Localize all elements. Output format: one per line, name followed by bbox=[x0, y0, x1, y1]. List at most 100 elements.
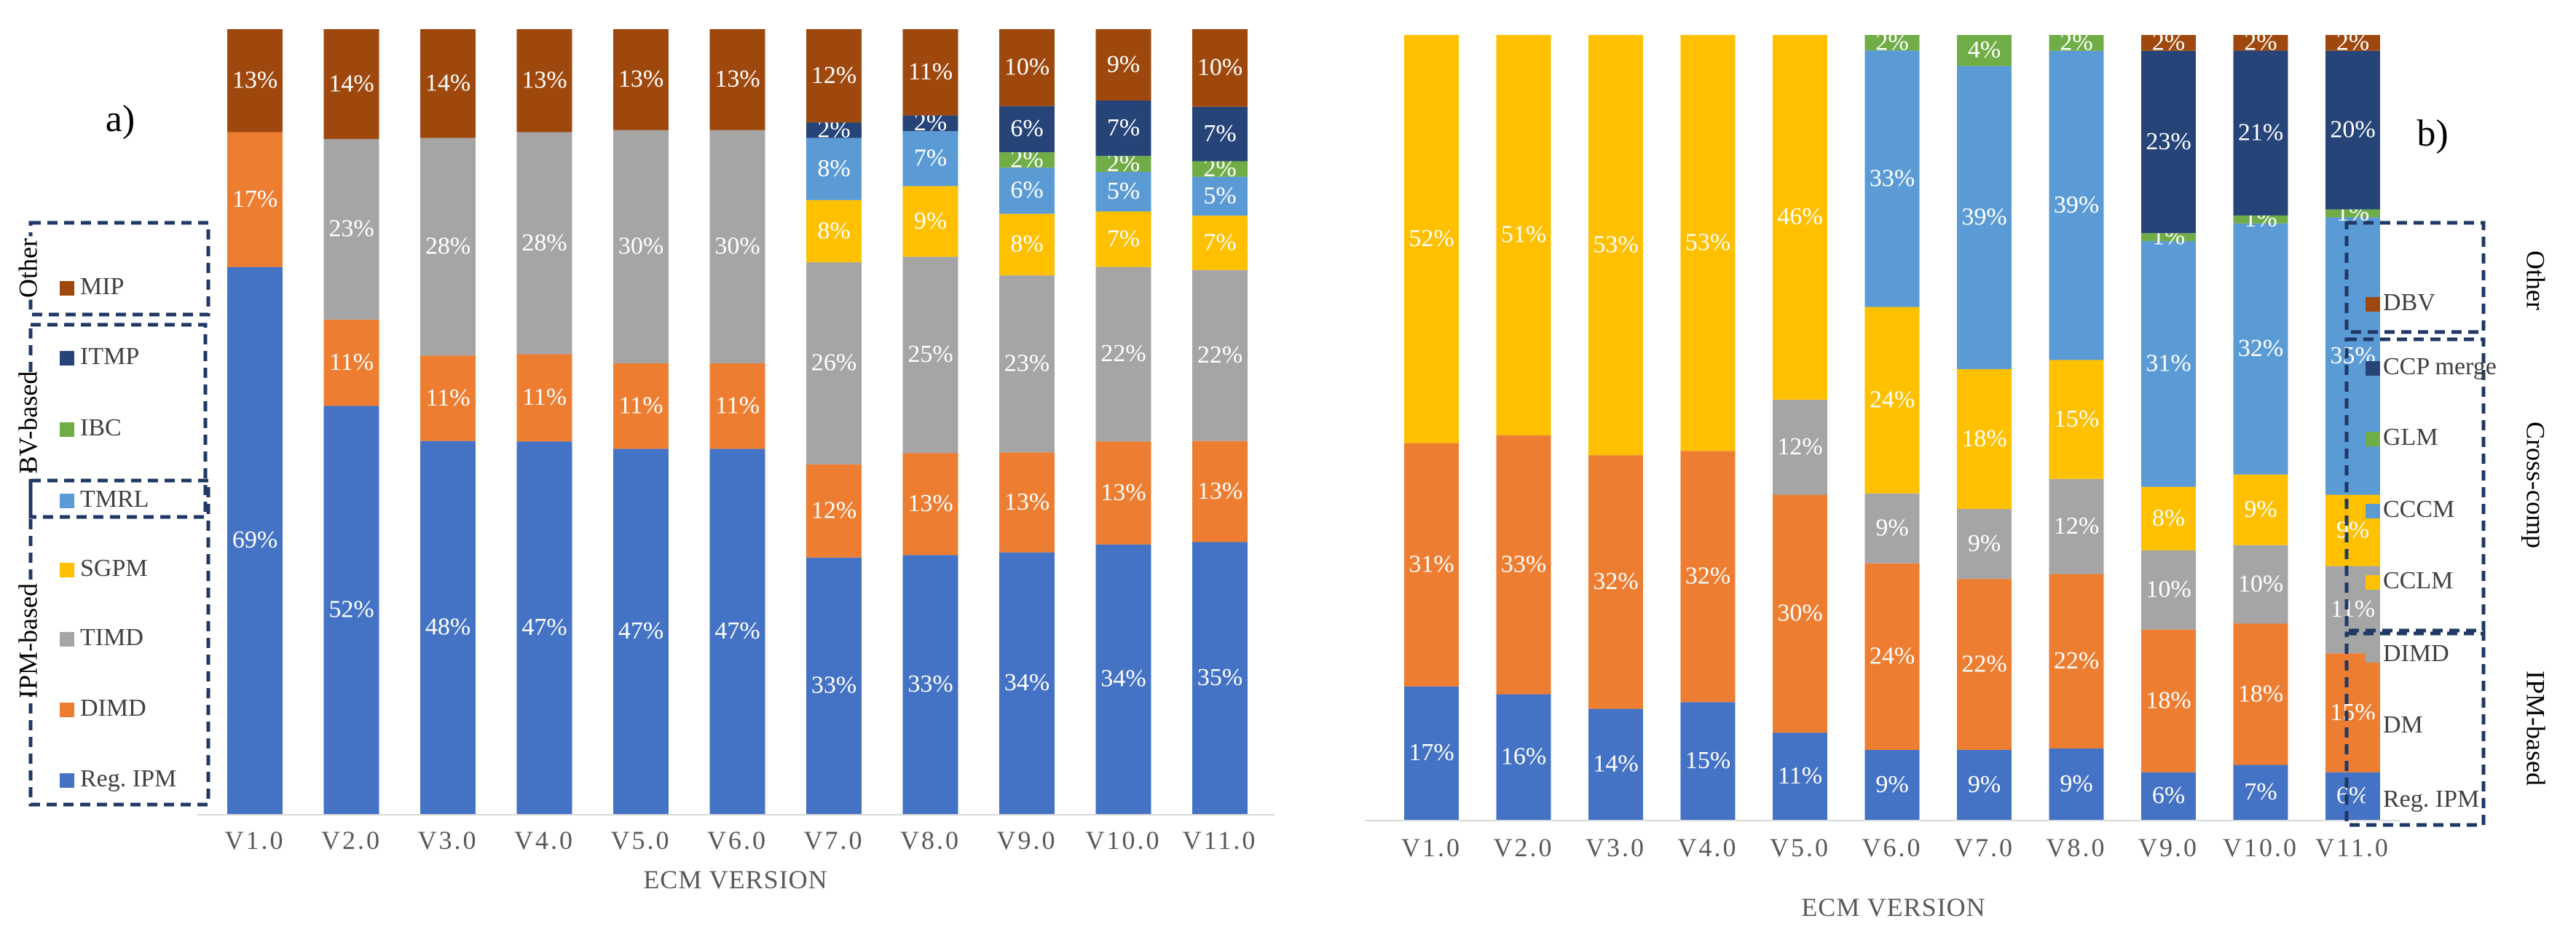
data-label-dm-v7-0: 22% bbox=[1961, 650, 2006, 677]
data-label-cclm-v2-0: 51% bbox=[1501, 221, 1546, 248]
tick-label-v7-0: V7.0 bbox=[1954, 833, 2014, 862]
legend-swatch-ibc bbox=[60, 422, 74, 437]
x-axis-title: ECM VERSION bbox=[643, 865, 827, 894]
bar-segment-cccm-v10-0 bbox=[2233, 223, 2288, 475]
data-label-mip-v11-0: 10% bbox=[1197, 54, 1242, 81]
bar-segment-dimd-v5-0 bbox=[1773, 399, 1827, 495]
data-label-dimd-v1-0: 17% bbox=[232, 186, 277, 213]
tick-label-v3-0: V3.0 bbox=[1586, 833, 1646, 862]
tick-label-v8-0: V8.0 bbox=[2047, 833, 2107, 862]
bar-segment-dimd-v5-0 bbox=[613, 363, 669, 449]
data-label-reg-ipm-v6-0: 47% bbox=[714, 617, 760, 644]
bar-segment-timd-v4-0 bbox=[516, 132, 572, 355]
legend-group-label-ipm-based: IPM-based bbox=[2521, 671, 2551, 786]
data-label-reg-ipm-v7-0: 33% bbox=[811, 672, 856, 699]
legend-swatch-glm bbox=[2366, 432, 2380, 446]
legend: Reg. IPM DIMD TIMD SGPM TMRL IBC ITMP MIP Other B… bbox=[13, 221, 210, 807]
bar-segment-cclm-v5-0 bbox=[1773, 35, 1827, 400]
data-label-timd-v11-0: 22% bbox=[1197, 341, 1242, 368]
bar-segment-glm-v9-0 bbox=[2141, 233, 2196, 242]
bar-segment-cclm-v2-0 bbox=[1496, 35, 1551, 435]
bar-segment-dimd-v4-0 bbox=[516, 354, 572, 442]
bar-segment-cclm-v1-0 bbox=[1404, 35, 1459, 443]
data-label-reg-ipm-v10-0: 34% bbox=[1100, 665, 1146, 692]
bar-segment-itmp-v7-0 bbox=[806, 122, 862, 138]
bar-segment-mip-v6-0 bbox=[709, 29, 765, 130]
bar-segment-itmp-v8-0 bbox=[902, 115, 958, 132]
chart-b: 17% 31% 52% V1.0 16% 33% 51% V2.0 14% 32% 53% V3.0 1… bbox=[1366, 28, 2551, 922]
data-label-dimd-v9-0: 10% bbox=[2146, 576, 2191, 603]
data-label-dimd-v5-0: 11% bbox=[618, 392, 663, 419]
legend-swatch-dimd bbox=[60, 703, 74, 717]
data-label-glm-v6-0: 2% bbox=[1875, 28, 1908, 55]
bar-segment-sgpm-v7-0 bbox=[806, 200, 862, 263]
bar-segment-reg-ipm-v3-0 bbox=[420, 441, 476, 814]
bar-segment-tmrl-v7-0 bbox=[806, 138, 862, 200]
data-label-tmrl-v9-0: 6% bbox=[1010, 177, 1043, 204]
legend-group-label-bg-ipm-based bbox=[2517, 674, 2549, 782]
data-label-dimd-v11-0: 13% bbox=[1197, 478, 1242, 505]
data-label-dimd-v3-0: 11% bbox=[425, 384, 470, 411]
bar-segment-cclm-v9-0 bbox=[2141, 486, 2196, 550]
bar-segment-ccp-merge-v11-0 bbox=[2325, 50, 2380, 210]
data-label-dbv-v10-0: 2% bbox=[2244, 29, 2277, 56]
tick-label-v3-0: V3.0 bbox=[418, 826, 478, 855]
data-label-reg-ipm-v6-0: 9% bbox=[1875, 771, 1908, 798]
bar-segment-dm-v3-0 bbox=[1588, 455, 1643, 709]
bar-segment-dm-v2-0 bbox=[1496, 435, 1551, 695]
data-label-reg-ipm-v1-0: 17% bbox=[1409, 739, 1454, 766]
data-label-timd-v7-0: 26% bbox=[811, 349, 856, 376]
bar-segment-dimd-v7-0 bbox=[806, 464, 862, 558]
data-label-dimd-v10-0: 10% bbox=[2238, 570, 2283, 597]
legend-swatch-sgpm bbox=[60, 563, 74, 577]
data-label-dimd-v7-0: 9% bbox=[1968, 530, 2001, 557]
legend-group-label-cross-comp: Cross-comp bbox=[2521, 422, 2551, 548]
data-label-mip-v3-0: 14% bbox=[425, 70, 470, 97]
legend-swatch-dimd bbox=[2366, 648, 2380, 663]
bar-segment-reg-ipm-v10-0 bbox=[2233, 765, 2288, 820]
bar-segment-reg-ipm-v2-0 bbox=[1496, 694, 1551, 820]
tick-label-v11-0: V11.0 bbox=[1183, 826, 1258, 855]
data-label-reg-ipm-v4-0: 15% bbox=[1685, 747, 1730, 774]
data-label-reg-ipm-v5-0: 11% bbox=[1778, 762, 1822, 789]
data-label-cclm-v11-0: 9% bbox=[2336, 516, 2369, 543]
legend-swatch-cccm bbox=[2366, 504, 2380, 518]
data-label-reg-ipm-v2-0: 52% bbox=[328, 596, 374, 623]
bar-segment-glm-v8-0 bbox=[2049, 35, 2104, 51]
bar-segment-dimd-v7-0 bbox=[1957, 509, 2012, 580]
bar-segment-timd-v9-0 bbox=[999, 275, 1055, 453]
data-label-sgpm-v9-0: 8% bbox=[1010, 231, 1043, 258]
bar-segment-dm-v10-0 bbox=[2233, 623, 2288, 765]
bar-segment-reg-ipm-v8-0 bbox=[902, 555, 958, 814]
bar-segment-dimd-v8-0 bbox=[902, 453, 958, 556]
bar-segment-dm-v4-0 bbox=[1680, 451, 1736, 703]
data-label-reg-ipm-v1-0: 69% bbox=[232, 526, 277, 553]
data-label-dm-v8-0: 22% bbox=[2054, 647, 2099, 674]
data-label-itmp-v9-0: 6% bbox=[1010, 115, 1043, 142]
legend: Reg. IPM DM DIMD CCLM CCCM GLM CCP merge DBV Oth… bbox=[2344, 221, 2551, 827]
data-label-cccm-v6-0: 33% bbox=[1870, 165, 1915, 191]
data-label-glm-v8-0: 2% bbox=[2060, 29, 2092, 56]
data-label-reg-ipm-v8-0: 33% bbox=[907, 671, 953, 698]
bar-segment-reg-ipm-v10-0 bbox=[1095, 544, 1151, 814]
bar-segment-reg-ipm-v11-0 bbox=[1192, 542, 1248, 814]
bar-segment-dimd-v6-0 bbox=[709, 363, 765, 449]
legend-label-dbv: DBV bbox=[2383, 289, 2435, 316]
bar-segment-cccm-v7-0 bbox=[1957, 66, 2012, 369]
bar-segment-reg-ipm-v7-0 bbox=[1957, 749, 2012, 820]
bar-segment-dm-v1-0 bbox=[1404, 443, 1459, 687]
data-label-tmrl-v8-0: 7% bbox=[914, 145, 947, 172]
data-label-reg-ipm-v8-0: 9% bbox=[2060, 770, 2092, 797]
legend-label-sgpm: SGPM bbox=[80, 555, 148, 582]
data-label-reg-ipm-v2-0: 16% bbox=[1501, 743, 1546, 770]
bar-segment-dbv-v9-0 bbox=[2141, 35, 2196, 51]
bar-segment-mip-v8-0 bbox=[902, 29, 958, 116]
bar-segment-sgpm-v10-0 bbox=[1095, 211, 1151, 267]
data-label-cclm-v1-0: 52% bbox=[1409, 225, 1454, 252]
bar-segment-tmrl-v10-0 bbox=[1095, 172, 1151, 212]
data-label-timd-v3-0: 28% bbox=[425, 233, 470, 260]
data-label-reg-ipm-v9-0: 34% bbox=[1004, 669, 1049, 696]
data-label-dimd-v8-0: 13% bbox=[907, 490, 953, 517]
data-label-dbv-v11-0: 2% bbox=[2336, 29, 2369, 56]
